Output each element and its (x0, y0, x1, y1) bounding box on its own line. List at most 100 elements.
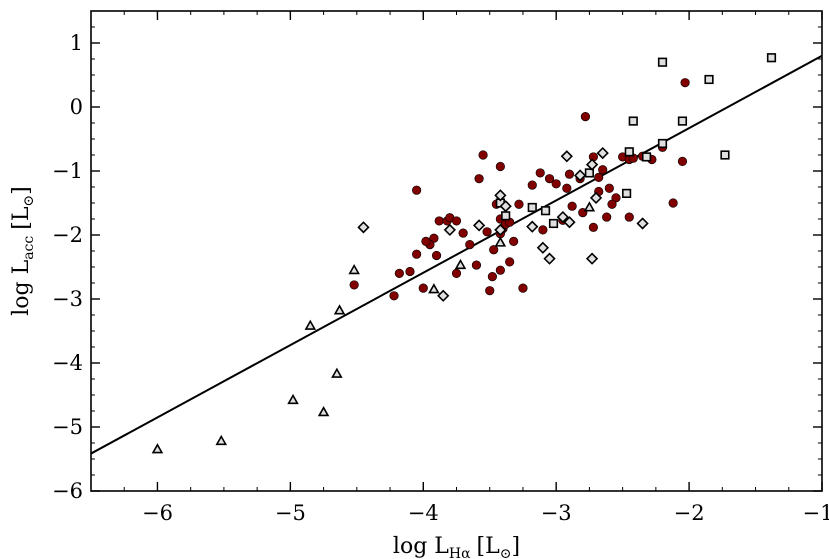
circle-point (509, 236, 519, 246)
diamond-point (560, 150, 573, 163)
square-point (704, 74, 714, 85)
triangle-point (494, 236, 507, 247)
circle-point (538, 225, 548, 235)
circle-point (349, 280, 359, 290)
triangle-point (215, 434, 228, 446)
circle-point (680, 78, 690, 88)
diamond-point (472, 219, 486, 232)
circle-point (405, 266, 415, 277)
y-axis-label: log L (9, 259, 34, 315)
circle-point (434, 216, 444, 226)
circle-point (489, 245, 499, 255)
circle-point (495, 265, 505, 275)
square-point (548, 218, 559, 229)
y-tick-label: −3 (52, 287, 83, 311)
y-axis-unit-close: ] (9, 186, 34, 195)
diamond-point (585, 252, 599, 265)
circle-point (544, 174, 555, 184)
y-tick-label: −6 (52, 479, 83, 503)
square-point (540, 206, 551, 216)
circle-point (567, 201, 577, 211)
circle-point (482, 227, 492, 237)
circle-point (604, 183, 614, 193)
x-axis-unit-close: ] (511, 534, 520, 559)
circle-point (487, 272, 497, 282)
diamond-point (536, 241, 550, 254)
x-axis-label: log L (393, 534, 449, 559)
square-point (584, 168, 595, 178)
y-axis-unit: [L (9, 206, 34, 230)
circle-point (514, 199, 524, 209)
triangle-point (583, 201, 596, 212)
triangle-point (428, 283, 440, 294)
circle-point (418, 283, 428, 293)
diamond-point (526, 220, 539, 233)
triangle-point (317, 406, 330, 417)
diamond-point (573, 169, 587, 182)
plot-frame (90, 10, 823, 492)
square-point (624, 147, 634, 157)
square-point (657, 57, 668, 67)
triangle-point (348, 263, 360, 275)
circle-point (624, 212, 634, 222)
circle-point (485, 286, 495, 296)
circle-point (412, 185, 422, 195)
diamond-point (494, 223, 507, 237)
circle-point (478, 150, 488, 160)
circle-point (474, 174, 484, 184)
triangle-point (287, 393, 299, 405)
diamond-point (636, 217, 649, 230)
circle-point (677, 156, 688, 166)
circle-point (458, 228, 468, 238)
circle-point (421, 236, 431, 246)
fit-line (90, 54, 823, 455)
circle-point (668, 198, 678, 208)
y-axis-unit-symbol: ⊙ (21, 195, 37, 207)
y-tick-label: 0 (70, 95, 83, 119)
diamond-point (499, 200, 512, 213)
circle-point (527, 180, 537, 190)
x-axis-title: log LHα [L⊙] (393, 534, 520, 559)
y-tick-label: 1 (70, 31, 83, 55)
square-point (641, 152, 652, 162)
y-tick-label: −1 (52, 159, 83, 183)
triangle-point (331, 367, 343, 378)
circle-point (594, 172, 604, 182)
x-axis-label-subscript: Hα (449, 546, 471, 559)
point-layer (151, 53, 777, 454)
diamond-point (589, 191, 603, 205)
triangle-point (454, 258, 467, 270)
diamond-point (563, 216, 576, 229)
circle-point (518, 283, 528, 293)
x-axis-unit-symbol: ⊙ (500, 546, 512, 559)
circle-point (598, 165, 608, 175)
diamond-point (585, 158, 599, 171)
circle-point (471, 260, 482, 270)
x-tick-label: −5 (275, 501, 306, 525)
fit-layer (90, 54, 823, 455)
x-tick-label: −1 (803, 501, 829, 525)
triangle-point (304, 319, 317, 330)
square-point (501, 211, 511, 221)
triangle-point (333, 304, 346, 315)
circle-point (505, 257, 515, 267)
circle-point (431, 250, 442, 261)
diamond-point (543, 252, 556, 265)
circle-point (495, 161, 505, 172)
x-tick-label: −2 (674, 501, 705, 525)
square-point (766, 53, 777, 63)
diamond-point (596, 146, 609, 160)
circle-point (602, 212, 612, 222)
circle-point (580, 111, 591, 122)
circle-point (451, 216, 462, 226)
x-axis-unit: [L (477, 534, 501, 559)
square-point (628, 116, 638, 126)
circle-point (465, 240, 475, 250)
square-point (720, 150, 730, 160)
circle-point (389, 291, 399, 301)
circle-point (607, 199, 617, 209)
circle-point (588, 222, 598, 232)
square-point (527, 202, 537, 213)
square-point (677, 116, 688, 126)
diamond-point (357, 221, 370, 234)
